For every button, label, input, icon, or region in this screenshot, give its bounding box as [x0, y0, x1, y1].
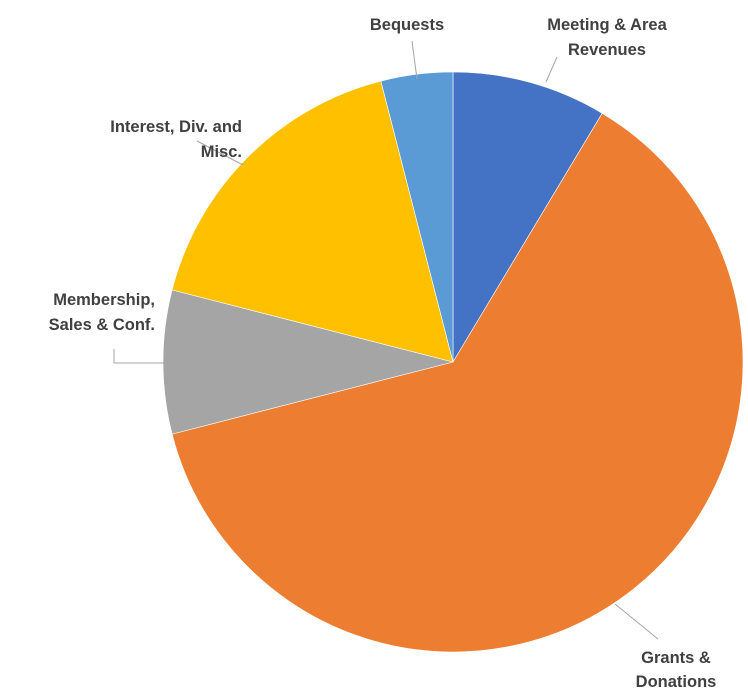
slice-label-line: Membership, [53, 291, 155, 309]
slice-label-meeting-area-revenues: Meeting & Area Revenues [547, 16, 667, 59]
slice-label-interest-div-and-misc: Interest, Div. and Misc. [110, 118, 242, 161]
slice-labels: Meeting & Area Revenues Grants & Donations M… [49, 16, 717, 690]
pie-slice-grants-donations [171, 112, 744, 653]
leader-line-grants-donations [614, 603, 659, 640]
pie-slices [162, 71, 744, 653]
pie-slice-membership-sales-conf [162, 289, 454, 435]
pie-slice-interest-div-and-misc [171, 80, 454, 363]
slice-label-line: Sales & Conf. [49, 316, 155, 334]
slice-label-membership-sales-conf: Membership, Sales & Conf. [49, 291, 155, 334]
pie-slice-meeting-area-revenues [452, 71, 603, 364]
slice-label-grants-donations: Grants & Donations [636, 649, 717, 690]
leader-line-membership-sales-conf [113, 349, 164, 364]
leader-line-meeting-area-revenues [545, 56, 558, 83]
slice-label-line: Misc. [201, 143, 242, 161]
leader-lines [113, 40, 659, 640]
slice-label-bequests: Bequests [370, 16, 444, 34]
leader-line-bequests [411, 40, 418, 80]
leader-line-interest-div-and-misc [196, 140, 244, 166]
slice-label-line: Meeting & Area [547, 16, 667, 34]
slice-label-line: Grants & [641, 649, 711, 667]
slice-label-line: Interest, Div. and [110, 118, 242, 136]
slice-label-line: Revenues [568, 41, 646, 59]
slice-label-line: Donations [636, 673, 717, 690]
slice-label-line: Bequests [370, 16, 444, 34]
